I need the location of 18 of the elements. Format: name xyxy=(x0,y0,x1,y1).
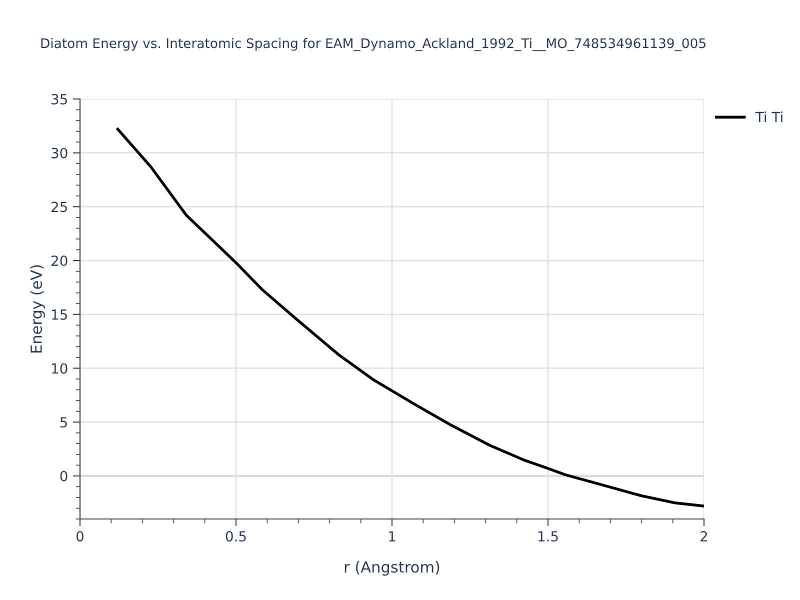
chart-title: Diatom Energy vs. Interatomic Spacing for EAM_Dynamo_Ackland_1992_Ti__MO_748534961139_005 xyxy=(41,38,706,52)
y-tick-label: 5 xyxy=(60,417,67,428)
y-tick-label: 25 xyxy=(52,202,67,212)
y-tick-label: 35 xyxy=(52,94,67,104)
line-series xyxy=(116,128,704,508)
y-tick-label: 15 xyxy=(52,310,67,320)
x-axis-title: r (Angstrom) xyxy=(344,560,440,576)
legend-label: Ti Ti xyxy=(755,112,782,122)
y-tick-label: 0 xyxy=(60,470,68,482)
y-tick-label: 10 xyxy=(52,363,68,374)
y-axis-title: Energy (eV) xyxy=(30,265,45,353)
x-tick-label: 1 xyxy=(389,531,396,542)
y-tick-label: 20 xyxy=(52,256,68,266)
y-tick-label: 30 xyxy=(52,148,68,158)
x-tick-label: 0.5 xyxy=(226,531,246,542)
x-tick-label: 2 xyxy=(700,531,708,542)
x-tick-label: 1.5 xyxy=(538,531,558,542)
x-tick-label: 0 xyxy=(76,531,84,542)
